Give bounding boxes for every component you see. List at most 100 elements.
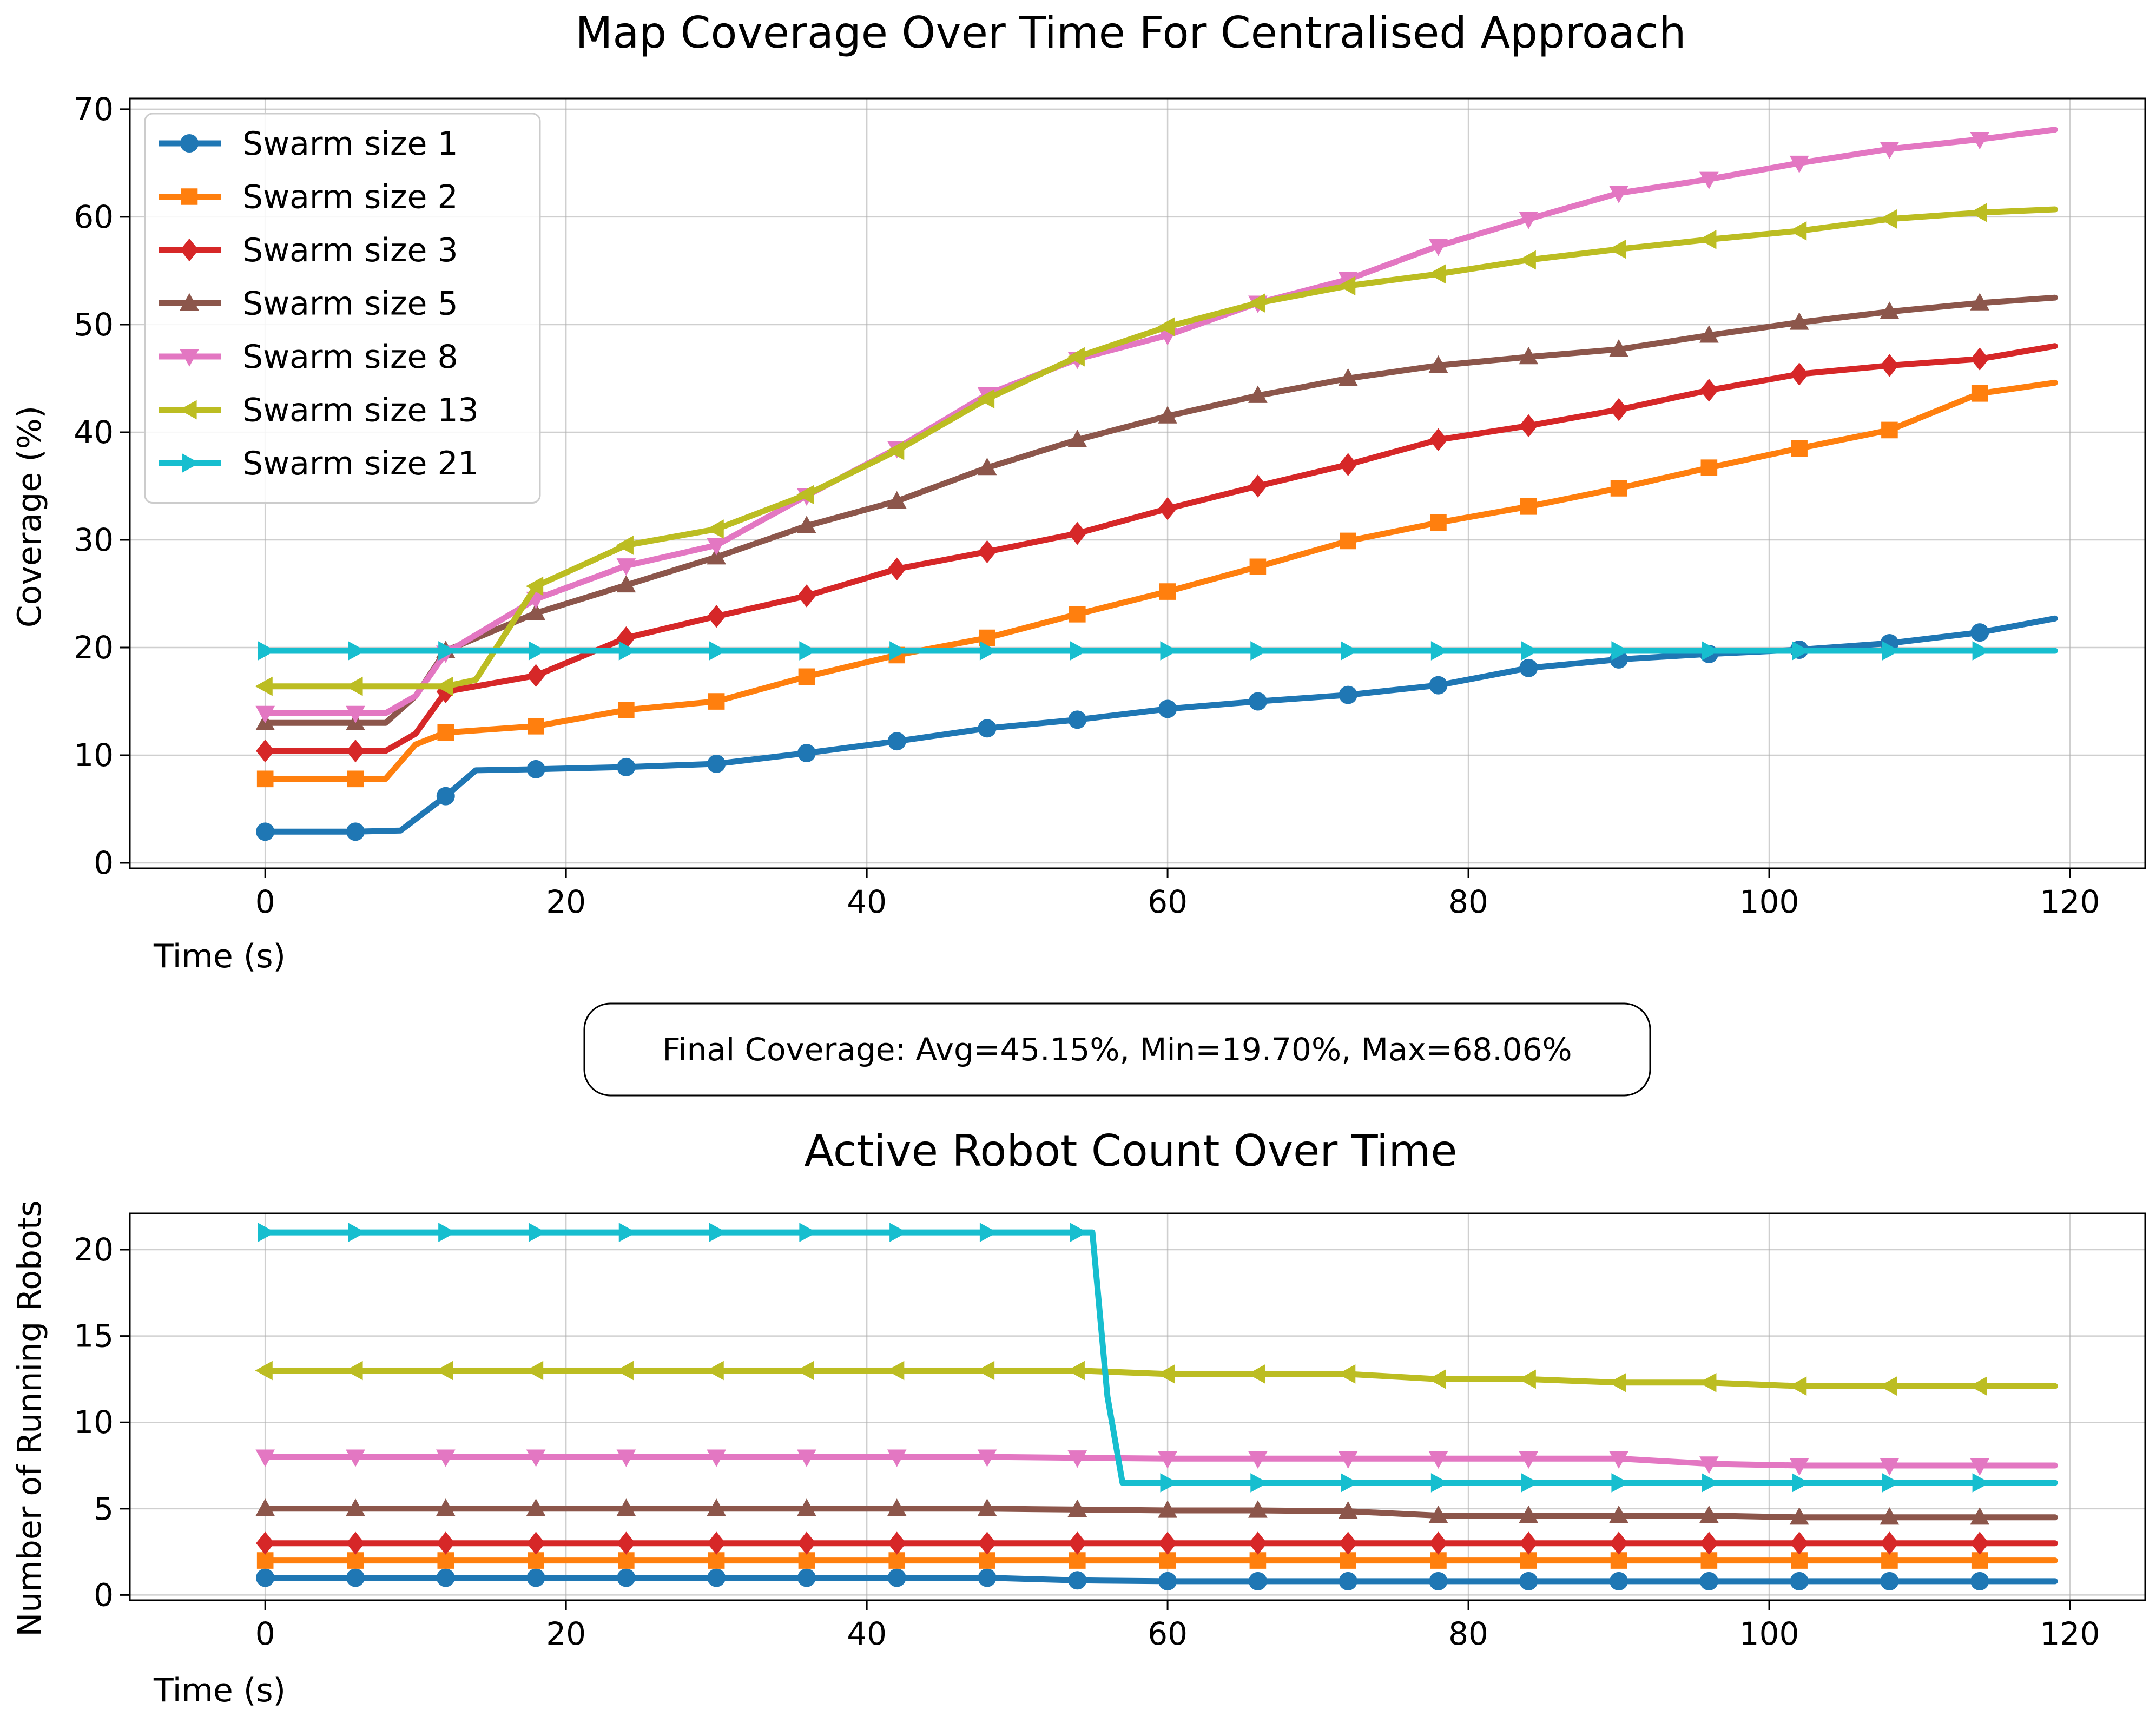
active-robots-point-swarm-size-1 [1068, 1571, 1087, 1590]
active-robots-point-swarm-size-3 [1158, 1531, 1177, 1555]
active-robots-point-swarm-size-5 [1158, 1500, 1177, 1518]
coverage-point-swarm-size-8 [255, 705, 275, 724]
coverage-point-swarm-size-5 [1789, 312, 1809, 330]
coverage-point-swarm-size-5 [977, 457, 997, 476]
coverage-point-swarm-size-8 [346, 705, 365, 724]
active-robots-point-swarm-size-8 [1158, 1451, 1177, 1469]
active-robots-point-swarm-size-13 [706, 1361, 724, 1381]
coverage-y-axis-label: Coverage (%) [11, 406, 49, 628]
coverage-point-swarm-size-21 [1611, 641, 1629, 661]
active-robots-point-swarm-size-1 [1880, 1572, 1899, 1590]
active-robots-point-swarm-size-1 [346, 1568, 365, 1587]
active-robots-point-swarm-size-3 [1880, 1531, 1899, 1555]
active-robots-point-swarm-size-1 [887, 1568, 906, 1587]
coverage-x-tick-label: 100 [1739, 883, 1799, 920]
active-robots-y-tick-label: 15 [74, 1318, 114, 1355]
active-robots-point-swarm-size-8 [797, 1449, 816, 1467]
coverage-point-swarm-size-2 [1069, 606, 1086, 623]
active-robots-point-swarm-size-5 [526, 1498, 546, 1516]
active-robots-point-swarm-size-13 [1789, 1376, 1807, 1396]
active-robots-point-swarm-size-3 [1699, 1531, 1718, 1555]
coverage-point-swarm-size-3 [707, 605, 726, 628]
final-coverage-box: Final Coverage: Avg=45.15%, Min=19.70%, … [583, 1002, 1651, 1097]
coverage-y-tick-label: 20 [74, 629, 114, 666]
active-robots-line-swarm-size-21 [262, 1229, 2058, 1486]
active-robots-point-swarm-size-21 [1341, 1473, 1359, 1493]
coverage-x-tick-label: 80 [1448, 883, 1488, 920]
active-robots-point-swarm-size-1 [617, 1568, 636, 1587]
active-robots-series-swarm-size-2 [256, 1552, 2058, 1569]
coverage-point-swarm-size-3 [1699, 379, 1718, 402]
active-robots-series-swarm-size-1 [256, 1568, 2058, 1590]
coverage-point-swarm-size-21 [528, 641, 546, 661]
coverage-point-swarm-size-3 [1068, 521, 1087, 545]
coverage-point-swarm-size-21 [709, 641, 727, 661]
active-robots-point-swarm-size-21 [1430, 1473, 1449, 1493]
active-robots-point-swarm-size-21 [979, 1223, 998, 1242]
coverage-point-swarm-size-13 [977, 389, 995, 409]
active-robots-point-swarm-size-21 [1792, 1473, 1810, 1493]
coverage-point-swarm-size-13 [1699, 229, 1717, 249]
coverage-point-swarm-size-5 [526, 603, 546, 620]
active-robots-point-swarm-size-13 [887, 1361, 905, 1381]
active-robots-point-swarm-size-8 [436, 1449, 456, 1467]
legend-label-swarm-size-1: Swarm size 1 [242, 125, 458, 163]
coverage-point-swarm-size-21 [438, 641, 456, 661]
coverage-point-swarm-size-2 [1791, 440, 1808, 457]
active-robots-x-tick-label: 120 [2040, 1615, 2100, 1652]
active-robots-point-swarm-size-2 [798, 1552, 815, 1569]
active-robots-point-swarm-size-8 [1338, 1451, 1358, 1469]
active-robots-point-swarm-size-1 [1790, 1572, 1809, 1590]
coverage-point-swarm-size-1 [346, 822, 365, 841]
active-robots-point-swarm-size-1 [1339, 1572, 1357, 1590]
active-robots-point-swarm-size-5 [255, 1498, 275, 1516]
active-robots-point-swarm-size-21 [709, 1223, 727, 1242]
legend-item-swarm-size-1: Swarm size 1 [159, 125, 458, 163]
coverage-point-swarm-size-3 [526, 664, 545, 688]
active-robots-point-swarm-size-3 [797, 1531, 816, 1555]
active-robots-point-swarm-size-8 [887, 1449, 907, 1467]
active-robots-point-swarm-size-2 [1700, 1552, 1718, 1569]
active-robots-point-swarm-size-13 [1608, 1372, 1626, 1392]
active-robots-point-swarm-size-21 [528, 1223, 546, 1242]
active-robots-point-swarm-size-3 [1970, 1531, 1989, 1555]
active-robots-point-swarm-size-8 [526, 1449, 546, 1467]
active-robots-point-swarm-size-5 [1609, 1505, 1628, 1523]
coverage-point-swarm-size-3 [256, 739, 275, 763]
coverage-point-swarm-size-21 [1250, 641, 1268, 661]
active-robots-x-tick-label: 40 [847, 1615, 887, 1652]
active-robots-point-swarm-size-2 [1791, 1552, 1808, 1569]
coverage-point-swarm-size-21 [799, 641, 817, 661]
coverage-point-swarm-size-8 [1428, 239, 1448, 256]
active-robots-point-swarm-size-2 [1881, 1552, 1898, 1569]
legend-marker-swarm-size-8 [180, 349, 199, 367]
active-robots-point-swarm-size-21 [1972, 1473, 1990, 1493]
coverage-x-axis-label: Time (s) [153, 938, 286, 975]
coverage-point-swarm-size-1 [526, 760, 545, 778]
coverage-point-swarm-size-3 [1519, 414, 1538, 438]
coverage-x-tick-label: 20 [546, 883, 586, 920]
active-robots-chart: Active Robot Count Over Time 0 20 40 60 80 10… [11, 1126, 2146, 1709]
coverage-point-swarm-size-3 [1429, 428, 1448, 452]
coverage-point-swarm-size-5 [1699, 325, 1719, 343]
legend-marker-swarm-size-13 [179, 400, 197, 420]
coverage-y-tick-label: 10 [74, 737, 114, 774]
coverage-point-swarm-size-5 [1519, 346, 1539, 365]
active-robots-point-swarm-size-21 [1611, 1473, 1629, 1493]
active-robots-point-swarm-size-3 [1610, 1531, 1628, 1555]
coverage-point-swarm-size-21 [1972, 641, 1990, 661]
coverage-point-swarm-size-21 [1070, 641, 1088, 661]
active-robots-y-tick-label: 0 [94, 1576, 114, 1613]
active-robots-point-swarm-size-1 [1610, 1572, 1628, 1590]
legend-label-swarm-size-2: Swarm size 2 [242, 179, 458, 216]
coverage-point-swarm-size-8 [1609, 186, 1628, 203]
active-robots-point-swarm-size-2 [528, 1552, 544, 1569]
active-robots-point-swarm-size-13 [1157, 1364, 1175, 1384]
active-robots-point-swarm-size-21 [1702, 1473, 1719, 1493]
legend-item-swarm-size-3: Swarm size 3 [159, 232, 458, 269]
coverage-point-swarm-size-13 [436, 676, 453, 696]
active-robots-x-tick-label: 100 [1739, 1615, 1799, 1652]
coverage-point-swarm-size-5 [1880, 301, 1900, 319]
legend-marker-swarm-size-2 [181, 188, 198, 205]
coverage-point-swarm-size-3 [1880, 354, 1899, 377]
